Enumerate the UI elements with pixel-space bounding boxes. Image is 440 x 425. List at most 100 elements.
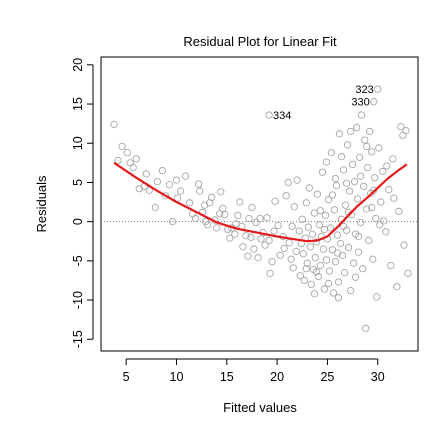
data-point (276, 251, 284, 260)
data-point (350, 178, 359, 186)
data-point (250, 245, 258, 253)
data-point (213, 224, 221, 232)
data-point (282, 192, 290, 200)
data-point (316, 207, 325, 215)
data-point (244, 252, 252, 260)
data-point (379, 167, 387, 176)
data-point (332, 181, 341, 190)
data-point (284, 178, 292, 187)
data-point (126, 159, 134, 167)
data-point (298, 215, 306, 223)
data-point (158, 167, 167, 175)
data-point (363, 205, 371, 213)
data-point (195, 187, 204, 195)
data-point (302, 199, 310, 207)
data-point (371, 174, 379, 182)
points-layer (110, 85, 412, 332)
data-point (369, 255, 377, 263)
data-point (354, 248, 363, 256)
data-point (265, 236, 273, 245)
data-point (360, 182, 368, 191)
data-point (370, 186, 378, 194)
data-point (263, 214, 271, 222)
data-point (339, 166, 348, 174)
x-tick-label: 10 (170, 370, 184, 384)
data-point (292, 247, 300, 256)
data-point (356, 218, 365, 227)
data-point (232, 220, 240, 228)
data-point (382, 228, 390, 236)
data-point (161, 192, 170, 200)
data-point (399, 131, 407, 140)
data-point (293, 176, 301, 184)
data-point (334, 278, 343, 286)
data-point (341, 201, 350, 209)
data-point (353, 195, 362, 203)
y-tick-label: 15 (71, 97, 85, 111)
data-point (185, 199, 194, 207)
data-point (265, 111, 273, 119)
data-point (151, 203, 159, 212)
data-point (299, 250, 307, 258)
y-tick-label: 0 (71, 218, 85, 225)
data-point (331, 257, 340, 266)
data-point (366, 127, 374, 136)
data-point (322, 158, 331, 166)
data-point (356, 172, 365, 180)
data-point (365, 236, 373, 245)
data-point (351, 273, 360, 281)
data-point (256, 214, 264, 223)
y-tick-label: -10 (71, 291, 85, 309)
y-tick-label: 5 (71, 179, 85, 186)
y-tick-label: 20 (71, 58, 85, 72)
data-point (345, 187, 354, 195)
data-point (216, 210, 224, 218)
data-point (354, 232, 363, 241)
data-point (304, 223, 312, 231)
data-point (375, 144, 383, 152)
data-point (335, 130, 344, 138)
data-point (377, 198, 385, 206)
data-point (357, 111, 366, 119)
data-point (302, 265, 310, 273)
data-point (404, 269, 412, 278)
data-point (397, 123, 405, 131)
data-point (319, 245, 328, 253)
data-point (346, 286, 355, 295)
data-point (114, 156, 122, 165)
data-point (226, 234, 234, 242)
data-point (191, 214, 200, 223)
data-point (201, 201, 209, 209)
data-point (385, 185, 393, 194)
smooth-fit-line (113, 161, 408, 243)
data-point (247, 233, 255, 241)
data-point (308, 230, 316, 238)
chart-title: Residual Plot for Linear Fit (183, 34, 337, 49)
data-point (288, 222, 296, 230)
x-tick-label: 30 (371, 370, 385, 384)
data-point (296, 272, 304, 280)
data-point (364, 163, 372, 172)
data-point (204, 221, 212, 229)
data-point (324, 279, 333, 288)
data-point (208, 193, 216, 201)
y-tick-label: -15 (71, 330, 85, 348)
data-point (390, 194, 398, 202)
data-point (261, 241, 269, 249)
data-point (368, 203, 376, 212)
x-tick-label: 20 (270, 370, 284, 384)
data-point (245, 214, 253, 223)
data-point (370, 98, 378, 106)
data-point (333, 231, 342, 239)
data-point (165, 181, 174, 189)
data-point (393, 283, 401, 291)
data-point (389, 155, 397, 163)
data-point (395, 207, 403, 216)
data-point (315, 221, 324, 229)
data-point (336, 239, 345, 248)
data-point (372, 214, 380, 223)
data-point (359, 265, 367, 273)
data-point (376, 221, 384, 229)
data-point (217, 188, 225, 196)
data-point (400, 241, 408, 249)
